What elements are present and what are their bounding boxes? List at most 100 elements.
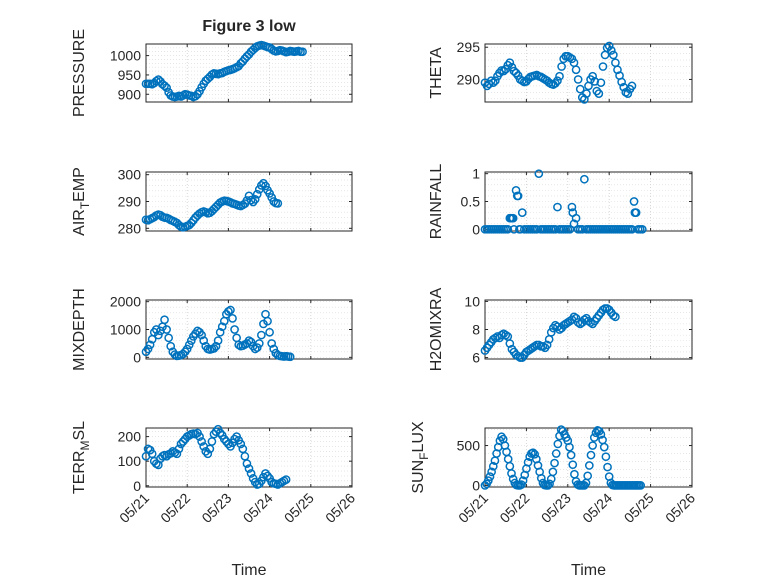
data-point: [257, 181, 266, 190]
data-point: [505, 58, 515, 68]
data-point: [582, 89, 591, 98]
axes-air-temp: 280 290 300 AIRTEMP: [71, 167, 353, 236]
y-axis-label: PRESSURE: [71, 29, 88, 117]
data-point: [580, 95, 589, 104]
data-point: [501, 330, 511, 340]
y-tick-label: 0: [472, 221, 480, 237]
data-point: [601, 452, 611, 462]
axes-box: [484, 427, 693, 488]
data-point: [517, 480, 526, 489]
data-point: [637, 224, 647, 234]
y-axis-label: RAINFALL: [428, 164, 445, 240]
data-point: [195, 432, 204, 441]
data-point: [598, 62, 608, 71]
data-point: [269, 344, 279, 354]
x-tick-label: 05/24: [240, 490, 276, 526]
data-point: [160, 315, 169, 325]
data-point: [211, 341, 221, 351]
x-tick-label: 05/26: [322, 490, 358, 526]
data-point: [487, 467, 496, 477]
data-point: [488, 78, 498, 88]
data-point: [589, 433, 599, 442]
data-point: [608, 311, 618, 320]
data-point: [555, 71, 564, 81]
data-point: [513, 191, 523, 201]
data-point: [164, 333, 174, 343]
data-point: [162, 83, 171, 93]
data-point: [273, 199, 283, 208]
data-point: [583, 471, 593, 481]
y-axis-label-subscript: F: [417, 453, 431, 460]
data-point: [545, 479, 554, 489]
y-axis-label-subscript: T: [78, 201, 92, 209]
data-point: [588, 441, 597, 450]
data-point: [518, 476, 528, 485]
data-point: [523, 457, 533, 467]
data-point: [252, 189, 262, 199]
axes-pressure: 900 950 1000 PRESSURE: [71, 29, 353, 117]
data-point: [571, 213, 581, 223]
data-point: [517, 208, 527, 217]
plot-area: [485, 300, 692, 359]
data-point: [230, 325, 239, 334]
data-point: [263, 316, 272, 326]
x-axis-label: Time: [571, 562, 606, 579]
data-point: [191, 91, 200, 101]
y-axis-label-main: AIR: [71, 209, 88, 236]
data-point: [594, 89, 604, 98]
data-point: [536, 473, 546, 483]
data-point: [551, 449, 561, 458]
data-point: [553, 202, 562, 212]
y-axis-label: THETA: [428, 47, 445, 99]
data-point: [298, 47, 307, 57]
data-point: [627, 81, 637, 91]
data-point: [569, 312, 579, 322]
y-tick-label: 300: [118, 167, 142, 183]
y-tick-label: 1: [472, 166, 480, 182]
data-point: [571, 313, 581, 323]
data-point: [511, 186, 521, 195]
data-point: [569, 219, 579, 229]
y-axis-label: MIXDEPTH: [71, 288, 88, 371]
data-point: [172, 449, 182, 459]
data-point: [488, 461, 498, 471]
data-point: [575, 84, 585, 94]
x-tick-label: 05/23: [538, 490, 574, 526]
plot-area: [485, 172, 692, 231]
y-tick-label: 200: [118, 429, 142, 445]
axes-box: [484, 43, 693, 103]
data-point: [534, 169, 544, 179]
data-point: [257, 330, 266, 340]
y-tick-label: 100: [118, 453, 142, 469]
x-tick-label: 05/21: [455, 490, 491, 526]
data-point: [244, 464, 254, 473]
y-axis-label-main: MIXDEPTH: [71, 288, 88, 371]
x-tick-label: 05/24: [579, 490, 615, 526]
data-point: [242, 459, 252, 468]
data-point: [170, 350, 180, 359]
x-tick-label: 05/25: [621, 490, 657, 526]
data-point: [603, 462, 612, 472]
data-point: [162, 325, 171, 334]
data-point: [246, 337, 256, 347]
y-axis-label-subscript: M: [78, 441, 92, 451]
y-tick-label: 0: [133, 478, 141, 494]
data-point: [553, 76, 562, 86]
data-point: [197, 330, 206, 340]
y-axis-label-main: TERR: [71, 451, 88, 495]
data-point: [515, 224, 525, 234]
data-point: [577, 224, 587, 234]
y-tick-label: 280: [118, 220, 142, 236]
y-tick-label: 295: [457, 39, 481, 55]
data-point: [598, 305, 608, 315]
data-point: [215, 327, 225, 337]
axes-h2omixra: 6 8 10 H2OMIXRA: [428, 287, 693, 371]
data-point: [230, 434, 239, 444]
data-point: [542, 340, 552, 350]
data-point: [228, 314, 237, 323]
data-point: [217, 322, 227, 332]
x-tick-label: 05/25: [281, 490, 317, 526]
data-point: [611, 312, 620, 322]
y-tick-label: 900: [118, 86, 142, 102]
